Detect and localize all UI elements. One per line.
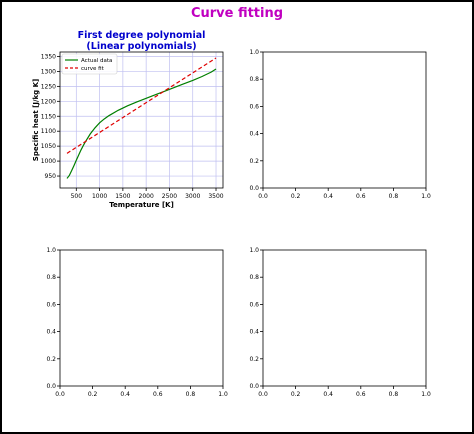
x-tick-label: 0.0 [258, 193, 268, 200]
x-tick-label: 0.2 [291, 193, 301, 200]
y-axis-label: Specific heat [J/kg K] [32, 79, 40, 161]
y-tick-label: 0.6 [46, 301, 56, 308]
subplot-4: 0.0 0.2 0.4 0.6 0.8 1.0 0.0 0.2 0.4 0.6 0.8 1.0 [249, 247, 430, 398]
y-tick-label: 1350 [41, 53, 56, 60]
legend-entry: curve fit [81, 66, 105, 72]
x-axis-label: Temperature [K] [109, 201, 174, 209]
y-tick-label: 1300 [41, 68, 56, 75]
axes-frame [262, 249, 427, 387]
x-tick-label: 0.2 [291, 391, 301, 398]
x-tick-label: 0.0 [258, 391, 268, 398]
curve-fit-line [66, 57, 217, 154]
y-tick-label: 0.0 [249, 185, 259, 192]
y-tick-label: 1000 [41, 158, 56, 165]
x-tick-label: 0.4 [323, 391, 333, 398]
y-tick-label: 1.0 [249, 49, 259, 56]
subplot-title-line1: First degree polynomial [78, 30, 206, 41]
y-tick-label: 1100 [41, 128, 56, 135]
y-tick-label: 950 [45, 173, 57, 180]
y-tick-label: 0.4 [249, 329, 259, 336]
x-tick-label: 3500 [208, 193, 223, 200]
x-tick-label: 0.6 [356, 193, 366, 200]
x-tick-label: 1.0 [421, 193, 431, 200]
axes-frame [59, 51, 224, 189]
y-tick-label: 0.2 [249, 158, 259, 165]
y-tick-label: 1250 [41, 83, 56, 90]
x-tick-label: 0.8 [186, 391, 196, 398]
x-tick-label: 2000 [139, 193, 154, 200]
legend: Actual data curve fit [61, 53, 118, 75]
y-tick-label: 0.6 [249, 103, 259, 110]
x-tick-label: 1.0 [421, 391, 431, 398]
legend-box [61, 53, 118, 75]
legend-entry: Actual data [81, 58, 112, 64]
y-tick-label: 0.8 [249, 76, 259, 83]
actual-data-line [66, 68, 217, 179]
subplot-1: 500 1000 1500 2000 2500 3000 3500 950 1000 1050 11… [32, 30, 224, 209]
x-tick-label: 2500 [162, 193, 177, 200]
x-tick-label: 0.0 [55, 391, 65, 398]
y-tick-label: 0.8 [249, 274, 259, 281]
x-tick-label: 0.2 [88, 391, 98, 398]
y-tick-label: 0.6 [249, 301, 259, 308]
axes-frame [262, 51, 427, 189]
y-tick-label: 1.0 [46, 247, 56, 254]
y-tick-label: 1200 [41, 98, 56, 105]
figure-title: Curve fitting [190, 6, 284, 21]
x-tick-label: 0.4 [323, 193, 333, 200]
x-tick-label: 0.8 [389, 391, 399, 398]
x-tick-label: 0.6 [356, 391, 366, 398]
subplot-title-line2: (Linear polynomials) [86, 41, 196, 52]
x-tick-label: 500 [71, 193, 83, 200]
subplot-2: 0.0 0.2 0.4 0.6 0.8 1.0 0.0 0.2 0.4 0.6 0.8 1.0 [249, 49, 430, 200]
x-tick-label: 1.0 [218, 391, 228, 398]
y-tick-label: 0.2 [46, 356, 56, 363]
y-tick-label: 0.0 [46, 383, 56, 390]
y-tick-label: 0.4 [249, 131, 259, 138]
y-tick-label: 1150 [41, 113, 56, 120]
x-tick-label: 1500 [115, 193, 130, 200]
x-tick-label: 3000 [185, 193, 200, 200]
x-tick-label: 1000 [92, 193, 107, 200]
axes-frame [59, 249, 224, 387]
y-tick-label: 0.0 [249, 383, 259, 390]
x-tick-label: 0.8 [389, 193, 399, 200]
x-tick-label: 0.6 [153, 391, 163, 398]
y-tick-label: 0.4 [46, 329, 56, 336]
y-tick-label: 1050 [41, 143, 56, 150]
subplot-3: 0.0 0.2 0.4 0.6 0.8 1.0 0.0 0.2 0.4 0.6 0.8 1.0 [46, 247, 227, 398]
x-tick-label: 0.4 [120, 391, 130, 398]
y-tick-label: 0.2 [249, 356, 259, 363]
y-tick-label: 0.8 [46, 274, 56, 281]
y-tick-label: 1.0 [249, 247, 259, 254]
